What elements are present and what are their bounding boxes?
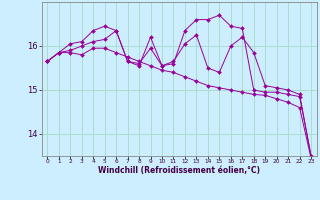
X-axis label: Windchill (Refroidissement éolien,°C): Windchill (Refroidissement éolien,°C) — [98, 166, 260, 175]
